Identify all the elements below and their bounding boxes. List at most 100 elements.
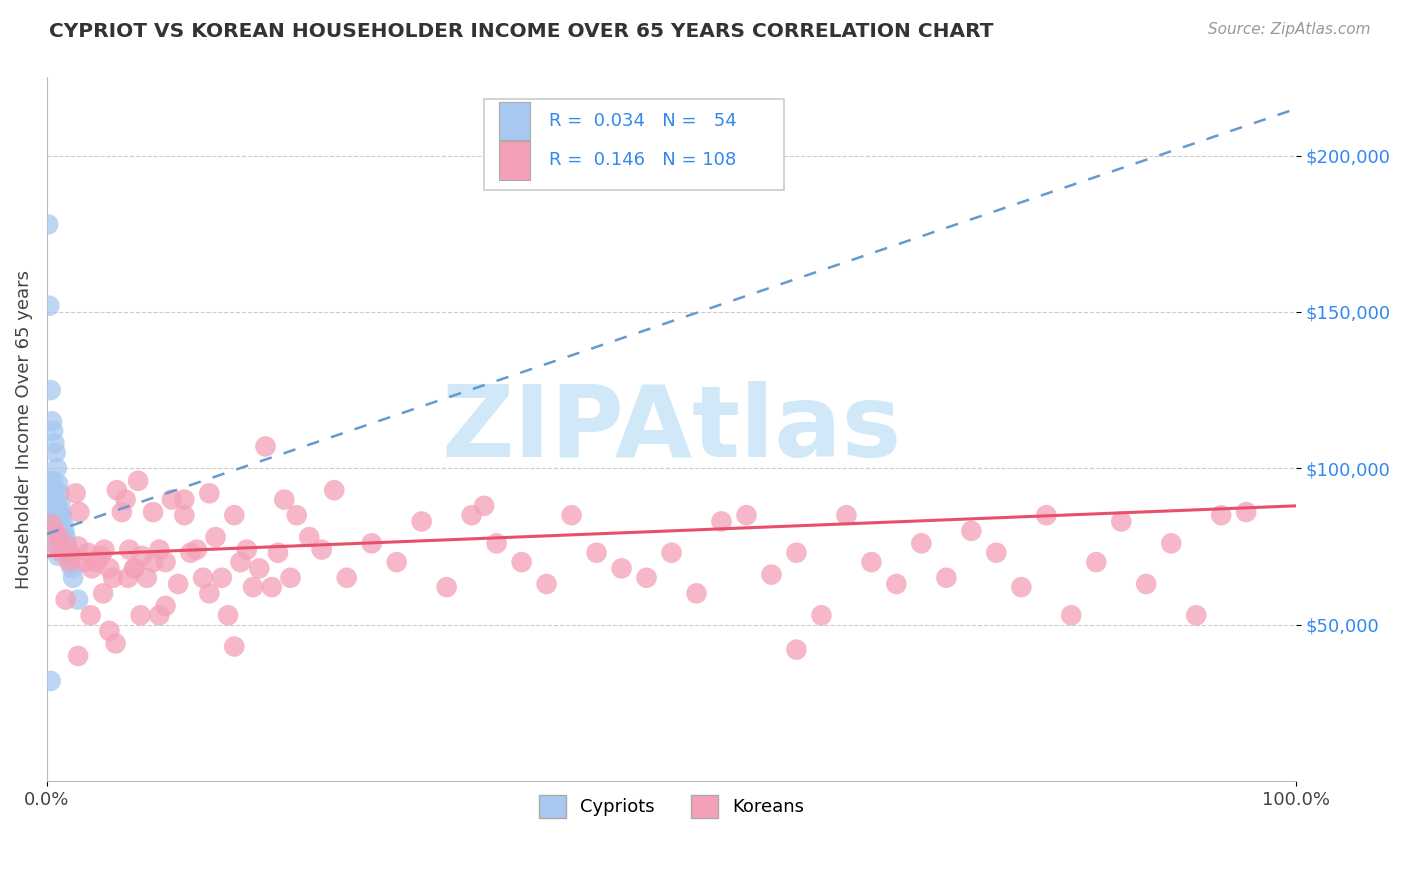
Point xyxy=(44,499,66,513)
Point xyxy=(236,542,259,557)
Point xyxy=(93,542,115,557)
Point xyxy=(224,640,246,654)
Point xyxy=(785,546,807,560)
Point xyxy=(735,508,758,523)
Point xyxy=(1234,505,1257,519)
Point xyxy=(204,530,226,544)
Point xyxy=(42,511,65,525)
Point xyxy=(124,561,146,575)
Point xyxy=(41,486,63,500)
Point xyxy=(48,524,70,538)
Point xyxy=(79,608,101,623)
Point xyxy=(39,499,62,513)
Point xyxy=(39,673,62,688)
Point xyxy=(49,499,72,513)
Point xyxy=(77,546,100,560)
Point xyxy=(173,492,195,507)
Point xyxy=(298,530,321,544)
Point xyxy=(167,577,190,591)
Point xyxy=(45,530,67,544)
Point xyxy=(860,555,883,569)
Point xyxy=(67,648,90,663)
Point xyxy=(117,571,139,585)
Point xyxy=(51,546,73,560)
Point xyxy=(198,486,221,500)
Point xyxy=(661,546,683,560)
Point xyxy=(42,474,65,488)
Point xyxy=(1060,608,1083,623)
Point xyxy=(48,530,70,544)
Point xyxy=(142,555,165,569)
Point xyxy=(46,549,69,563)
Point xyxy=(38,299,60,313)
Point xyxy=(118,542,141,557)
Point xyxy=(886,577,908,591)
Point xyxy=(42,492,65,507)
Point xyxy=(267,546,290,560)
Point xyxy=(41,511,63,525)
Point xyxy=(55,540,77,554)
Point xyxy=(186,542,208,557)
Point xyxy=(44,515,66,529)
Point xyxy=(42,517,65,532)
Point xyxy=(80,561,103,575)
Point xyxy=(155,555,177,569)
Point xyxy=(37,218,59,232)
Point xyxy=(46,502,69,516)
Point xyxy=(45,540,67,554)
Point xyxy=(59,555,82,569)
Point xyxy=(636,571,658,585)
Point xyxy=(254,439,277,453)
Point xyxy=(710,515,733,529)
Point xyxy=(65,486,87,500)
Point xyxy=(173,508,195,523)
Point xyxy=(610,561,633,575)
Point xyxy=(585,546,607,560)
Point xyxy=(51,508,73,523)
Point xyxy=(311,542,333,557)
Point xyxy=(60,549,83,563)
Point xyxy=(1185,608,1208,623)
Point xyxy=(247,561,270,575)
Point xyxy=(55,540,77,554)
Point xyxy=(160,492,183,507)
Point xyxy=(1211,508,1233,523)
Point xyxy=(142,505,165,519)
Point xyxy=(810,608,832,623)
Point xyxy=(104,636,127,650)
Text: R =  0.034   N =   54: R = 0.034 N = 54 xyxy=(550,112,737,130)
Point xyxy=(48,505,70,519)
Point xyxy=(90,549,112,563)
Point xyxy=(45,492,67,507)
Point xyxy=(56,536,79,550)
Point xyxy=(242,580,264,594)
Text: R =  0.146   N = 108: R = 0.146 N = 108 xyxy=(550,152,737,169)
Point xyxy=(180,546,202,560)
Point xyxy=(561,508,583,523)
Point xyxy=(536,577,558,591)
Point xyxy=(41,505,63,519)
Point xyxy=(44,483,66,498)
Point xyxy=(1010,580,1032,594)
Point xyxy=(260,580,283,594)
Point xyxy=(935,571,957,585)
Point xyxy=(67,505,90,519)
Point xyxy=(45,461,67,475)
Y-axis label: Householder Income Over 65 years: Householder Income Over 65 years xyxy=(15,269,32,589)
Point xyxy=(1160,536,1182,550)
Point xyxy=(58,549,80,563)
Point xyxy=(73,555,96,569)
Point xyxy=(124,561,146,575)
Point xyxy=(60,561,83,575)
Point xyxy=(835,508,858,523)
Point xyxy=(51,524,73,538)
Point xyxy=(472,499,495,513)
Point xyxy=(45,508,67,523)
Point xyxy=(217,608,239,623)
Point xyxy=(62,571,84,585)
Point xyxy=(41,517,63,532)
Point xyxy=(229,555,252,569)
Text: CYPRIOT VS KOREAN HOUSEHOLDER INCOME OVER 65 YEARS CORRELATION CHART: CYPRIOT VS KOREAN HOUSEHOLDER INCOME OVE… xyxy=(49,22,994,41)
Point xyxy=(129,608,152,623)
Point xyxy=(1109,515,1132,529)
